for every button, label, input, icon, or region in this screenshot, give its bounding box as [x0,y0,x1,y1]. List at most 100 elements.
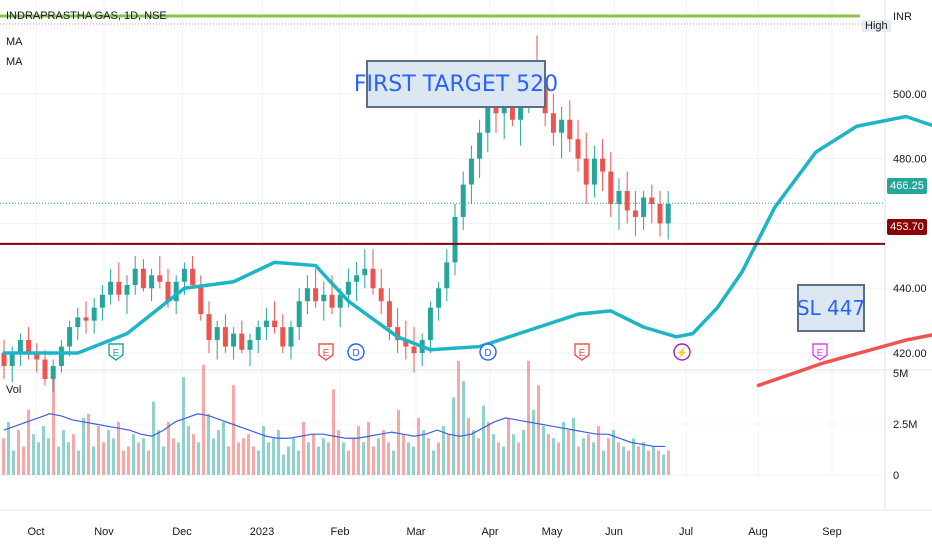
volume-bar[interactable] [87,413,90,475]
volume-bar[interactable] [162,446,165,475]
candle-body[interactable] [99,294,105,308]
volume-bar[interactable] [412,446,415,475]
candle-body[interactable] [329,294,335,308]
volume-bar[interactable] [637,446,640,475]
volume-bar[interactable] [352,438,355,475]
volume-bar[interactable] [417,417,420,475]
volume-bar[interactable] [437,442,440,475]
volume-bar[interactable] [217,430,220,475]
candle-body[interactable] [50,366,56,379]
candle-body[interactable] [157,275,163,282]
volume-bar[interactable] [132,434,135,475]
candle-body[interactable] [239,333,245,350]
volume-bar[interactable] [522,430,525,475]
volume-bar[interactable] [17,430,20,475]
candle-body[interactable] [509,100,515,120]
volume-bar[interactable] [312,434,315,475]
volume-bar[interactable] [317,446,320,475]
candle-body[interactable] [600,158,606,172]
volume-bar[interactable] [617,442,620,475]
candle-body[interactable] [632,210,638,217]
candle-body[interactable] [468,158,474,185]
volume-bar[interactable] [447,434,450,475]
volume-bar[interactable] [407,442,410,475]
volume-bar[interactable] [372,446,375,475]
volume-bar[interactable] [182,377,185,475]
candle-body[interactable] [362,268,368,276]
volume-bar[interactable] [622,446,625,475]
volume-bar[interactable] [392,450,395,475]
volume-bar[interactable] [327,442,330,475]
candle-body[interactable] [26,340,32,354]
volume-bar[interactable] [157,430,160,475]
candle-body[interactable] [624,191,630,211]
volume-bar[interactable] [647,450,650,475]
candle-body[interactable] [395,327,401,341]
volume-bar[interactable] [387,442,390,475]
volume-bar[interactable] [497,442,500,475]
candle-body[interactable] [583,158,589,185]
candle-body[interactable] [231,333,237,347]
candle-body[interactable] [9,353,15,366]
volume-legend[interactable]: Vol [6,384,22,396]
candle-body[interactable] [149,275,155,289]
candle-body[interactable] [255,327,261,341]
volume-bar[interactable] [2,438,5,475]
candle-body[interactable] [411,346,417,354]
candle-body[interactable] [214,327,220,341]
volume-bar[interactable] [627,450,630,475]
candle-body[interactable] [91,307,97,321]
volume-bar[interactable] [482,405,485,475]
candle-body[interactable] [321,294,327,302]
volume-bar[interactable] [62,430,65,475]
volume-bar[interactable] [542,426,545,475]
earnings-marker[interactable]: E [812,343,828,361]
volume-bar[interactable] [347,450,350,475]
candle-body[interactable] [34,353,40,360]
volume-bar[interactable] [457,360,460,475]
volume-bar[interactable] [192,434,195,475]
candle-body[interactable] [559,119,565,133]
volume-bar[interactable] [427,438,430,475]
volume-bar[interactable] [97,426,100,475]
volume-bar[interactable] [177,442,180,475]
volume-bar[interactable] [567,430,570,475]
volume-bar[interactable] [127,446,130,475]
volume-bar[interactable] [307,442,310,475]
candle-body[interactable] [75,317,81,328]
volume-bar[interactable] [107,430,110,475]
candle-body[interactable] [608,171,614,204]
volume-bar[interactable] [657,450,660,475]
volume-bar[interactable] [537,385,540,475]
volume-bar[interactable] [487,421,490,475]
volume-bar[interactable] [37,442,40,475]
volume-bar[interactable] [32,434,35,475]
volume-bar[interactable] [337,430,340,475]
dividend-marker[interactable]: D [479,343,497,361]
volume-bar[interactable] [662,454,665,475]
volume-bar[interactable] [172,438,175,475]
candle-body[interactable] [378,288,384,302]
candle-body[interactable] [370,268,376,289]
volume-bar[interactable] [297,450,300,475]
volume-bar[interactable] [137,442,140,475]
volume-bar[interactable] [332,389,335,475]
volume-bar[interactable] [597,426,600,475]
volume-bar[interactable] [257,450,260,475]
volume-bar[interactable] [222,421,225,475]
volume-bar[interactable] [557,442,560,475]
volume-bar[interactable] [357,426,360,475]
volume-bar[interactable] [552,438,555,475]
candle-body[interactable] [132,268,138,285]
volume-bar[interactable] [237,442,240,475]
volume-bar[interactable] [592,442,595,475]
volume-bar[interactable] [527,360,530,475]
candle-body[interactable] [165,281,171,302]
volume-bar[interactable] [142,438,145,475]
volume-bar[interactable] [247,434,250,475]
candle-body[interactable] [550,113,556,133]
volume-bar[interactable] [442,426,445,475]
volume-bar[interactable] [362,442,365,475]
volume-bar[interactable] [187,426,190,475]
volume-bar[interactable] [547,434,550,475]
